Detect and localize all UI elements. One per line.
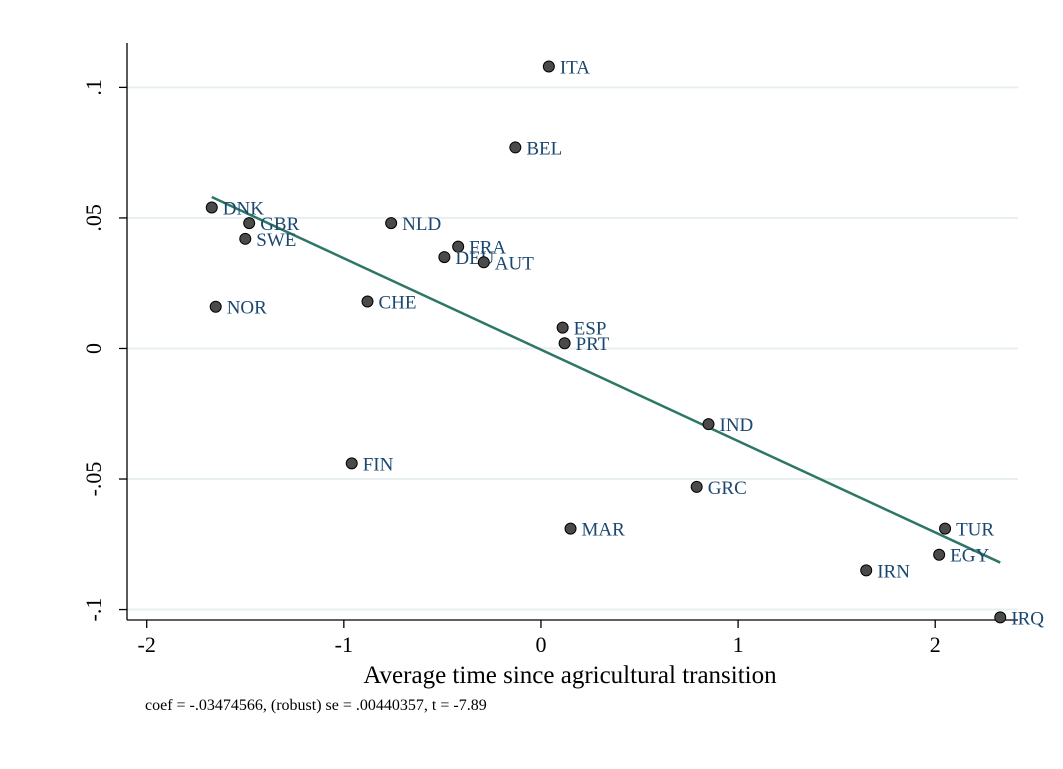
point-label: MAR [582, 520, 626, 541]
data-point [209, 300, 222, 313]
data-point [702, 418, 715, 431]
data-point [385, 217, 398, 230]
data-point [361, 295, 374, 308]
data-point [542, 60, 555, 73]
data-point [860, 564, 873, 577]
data-point [939, 522, 952, 535]
data-point [438, 251, 451, 264]
x-tick-label: 0 [535, 632, 546, 657]
point-label: CHE [378, 292, 416, 313]
data-point [239, 232, 252, 245]
point-label: EGY [950, 546, 989, 567]
y-tick-label: -.05 [81, 462, 106, 497]
data-point [564, 522, 577, 535]
point-label: FIN [363, 454, 394, 475]
data-point [933, 548, 946, 561]
point-label: DEU [455, 248, 494, 269]
fit-line [211, 195, 1001, 564]
point-label: ITA [560, 57, 590, 78]
point-label: IRQ [1011, 608, 1044, 629]
point-label: FRA [469, 238, 506, 259]
point-label: DNK [223, 198, 264, 219]
x-tick-label: 2 [930, 632, 941, 657]
point-label: GBR [260, 214, 299, 235]
y-tick-label: 0 [81, 343, 106, 354]
point-label: GRC [708, 478, 747, 499]
point-label: PRT [576, 334, 610, 355]
data-point [509, 141, 522, 154]
data-point [452, 240, 465, 253]
y-tick-label: .1 [81, 79, 106, 96]
point-label: ESP [574, 319, 607, 340]
y-tick-label: .05 [81, 204, 106, 232]
point-label: SWE [256, 230, 296, 251]
point-label: IND [720, 415, 754, 436]
point-label: AUT [495, 253, 534, 274]
data-point [556, 321, 569, 334]
data-point [205, 201, 218, 214]
data-point [994, 611, 1007, 624]
point-label: NOR [227, 298, 267, 319]
data-point [345, 457, 358, 470]
y-tick-label: -.1 [81, 598, 106, 622]
point-label: BEL [526, 138, 562, 159]
x-axis-label: Average time since agricultural transiti… [363, 662, 777, 689]
regression-note: coef = -.03474566, (robust) se = .004403… [145, 697, 487, 714]
point-label: IRN [877, 561, 910, 582]
point-label: NLD [402, 214, 441, 235]
point-label: TUR [956, 520, 994, 541]
data-point [477, 256, 490, 269]
x-tick-label: 1 [733, 632, 744, 657]
data-point [558, 337, 571, 350]
x-tick-label: -1 [335, 632, 353, 657]
x-tick-label: -2 [138, 632, 156, 657]
data-point [243, 217, 256, 230]
data-point [690, 480, 703, 493]
